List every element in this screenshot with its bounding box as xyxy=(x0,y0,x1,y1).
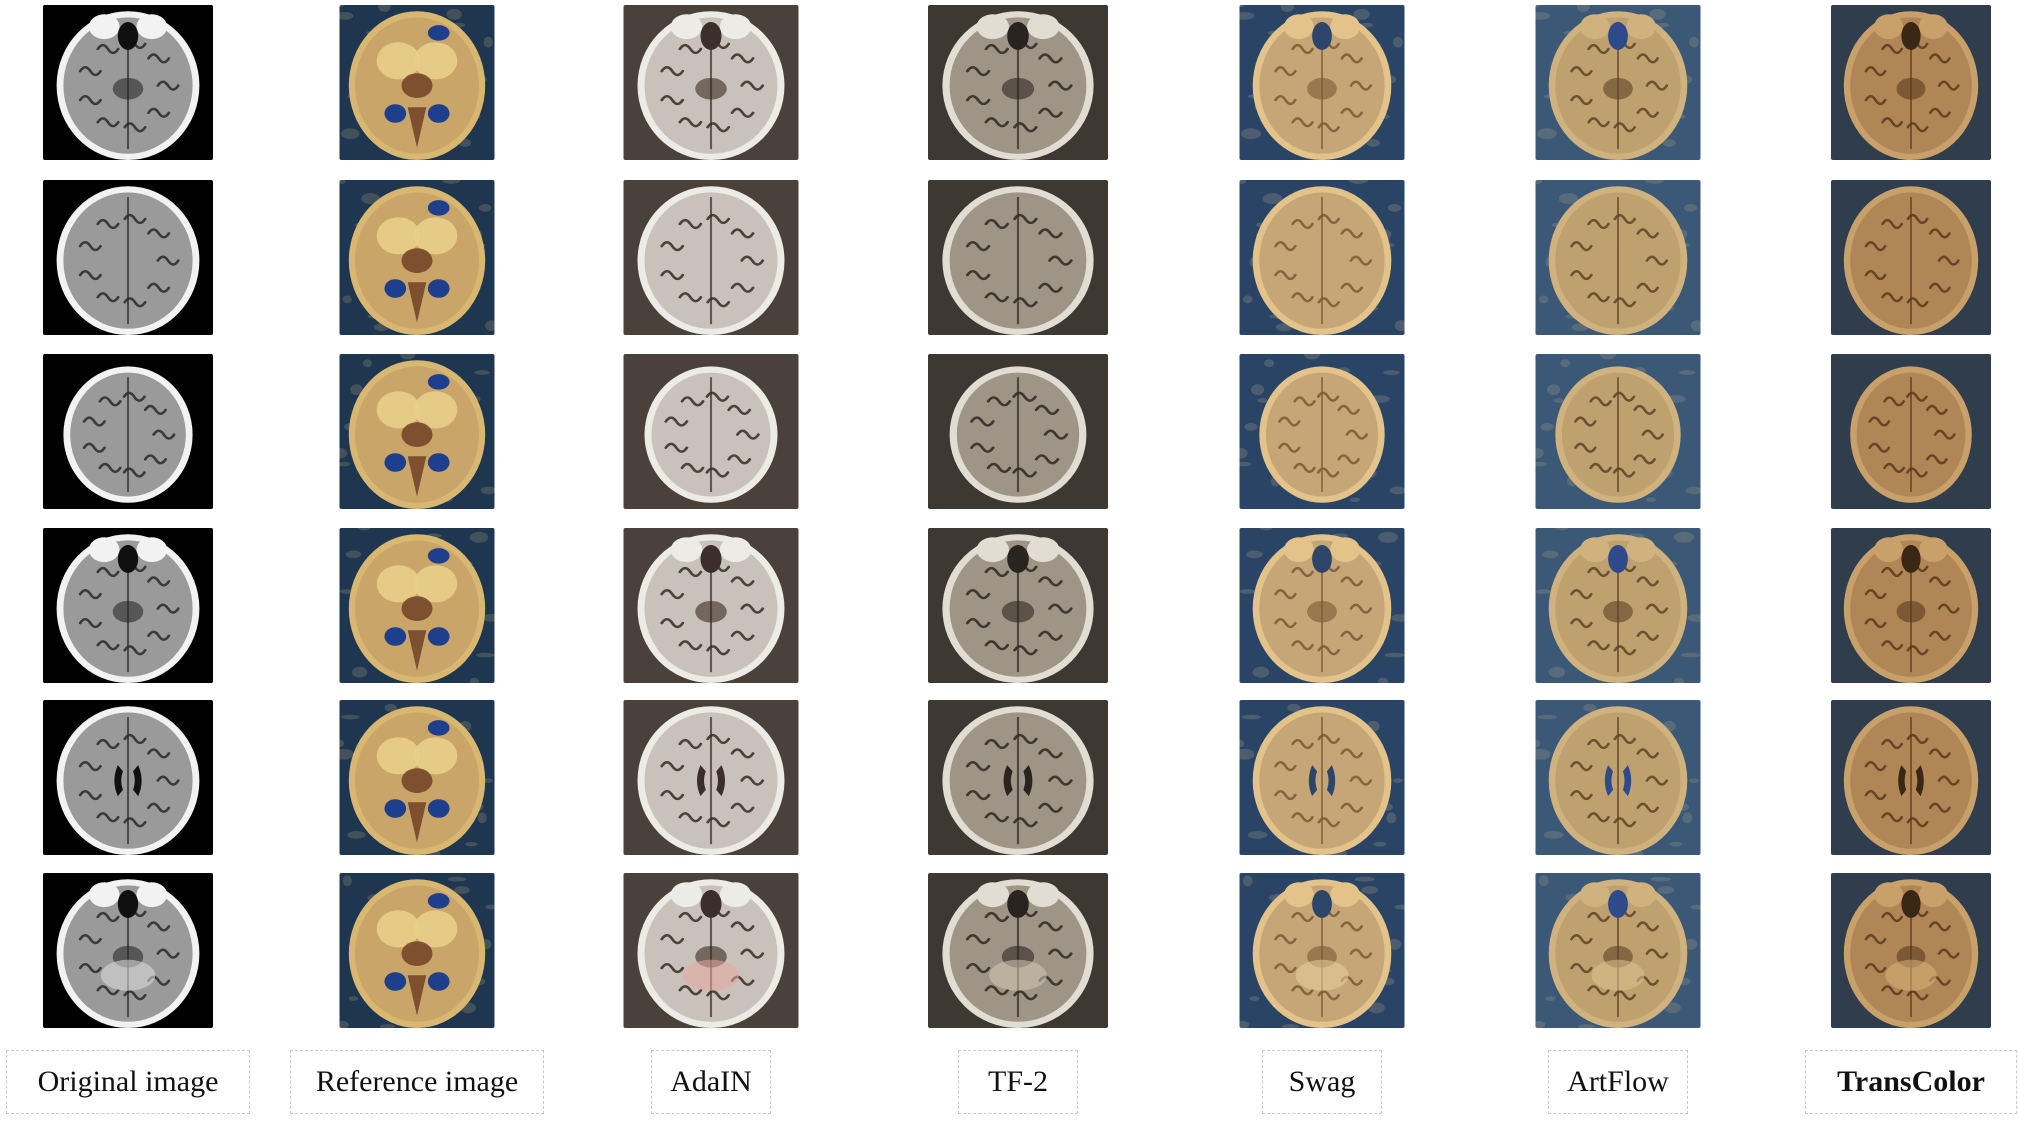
scan-artflow-3 xyxy=(1535,354,1701,509)
column-label-artflow: ArtFlow xyxy=(1548,1050,1688,1114)
scan-tf2-3 xyxy=(928,354,1108,509)
scan-reference-4 xyxy=(339,528,495,683)
scan-graphic xyxy=(928,5,1108,160)
scan-swag-4 xyxy=(1239,528,1405,683)
column-transcolor: TransColor xyxy=(1791,0,2019,1135)
scan-graphic xyxy=(1831,5,1991,160)
scan-graphic xyxy=(43,700,213,855)
scan-adain-4 xyxy=(623,528,799,683)
scan-transcolor-5 xyxy=(1831,700,1991,855)
scan-graphic xyxy=(928,180,1108,335)
column-label-adain: AdaIN xyxy=(651,1050,771,1114)
scan-original-5 xyxy=(43,700,213,855)
scan-tf2-5 xyxy=(928,700,1108,855)
column-adain: AdaIN xyxy=(591,0,831,1135)
scan-swag-3 xyxy=(1239,354,1405,509)
scan-graphic xyxy=(339,354,495,509)
scan-graphic xyxy=(1831,180,1991,335)
scan-graphic xyxy=(43,354,213,509)
scan-original-4 xyxy=(43,528,213,683)
scan-adain-6 xyxy=(623,873,799,1028)
scan-graphic xyxy=(43,873,213,1028)
scan-artflow-4 xyxy=(1535,528,1701,683)
scan-artflow-2 xyxy=(1535,180,1701,335)
scan-graphic xyxy=(339,873,495,1028)
column-tf2: TF-2 xyxy=(898,0,1138,1135)
scan-graphic xyxy=(928,700,1108,855)
scan-graphic xyxy=(1239,528,1405,683)
scan-original-2 xyxy=(43,180,213,335)
scan-graphic xyxy=(1831,354,1991,509)
scan-graphic xyxy=(1535,873,1701,1028)
scan-artflow-6 xyxy=(1535,873,1701,1028)
column-label-reference: Reference image xyxy=(290,1050,544,1114)
scan-graphic xyxy=(1535,180,1701,335)
scan-graphic xyxy=(928,873,1108,1028)
scan-graphic xyxy=(1535,354,1701,509)
scan-adain-1 xyxy=(623,5,799,160)
scan-graphic xyxy=(339,5,495,160)
scan-graphic xyxy=(623,354,799,509)
scan-graphic xyxy=(1535,700,1701,855)
scan-graphic xyxy=(43,180,213,335)
scan-transcolor-6 xyxy=(1831,873,1991,1028)
scan-graphic xyxy=(1239,180,1405,335)
scan-transcolor-1 xyxy=(1831,5,1991,160)
scan-graphic xyxy=(1831,528,1991,683)
scan-swag-2 xyxy=(1239,180,1405,335)
scan-reference-6 xyxy=(339,873,495,1028)
column-original: Original image xyxy=(6,0,250,1135)
scan-graphic xyxy=(43,528,213,683)
scan-graphic xyxy=(928,354,1108,509)
scan-tf2-6 xyxy=(928,873,1108,1028)
scan-graphic xyxy=(623,5,799,160)
scan-graphic xyxy=(1535,5,1701,160)
column-swag: Swag xyxy=(1202,0,1442,1135)
scan-graphic xyxy=(1239,354,1405,509)
scan-original-1 xyxy=(43,5,213,160)
scan-graphic xyxy=(339,528,495,683)
scan-transcolor-2 xyxy=(1831,180,1991,335)
scan-original-6 xyxy=(43,873,213,1028)
scan-swag-6 xyxy=(1239,873,1405,1028)
column-label-transcolor: TransColor xyxy=(1805,1050,2017,1114)
scan-swag-1 xyxy=(1239,5,1405,160)
scan-graphic xyxy=(339,180,495,335)
column-label-tf2: TF-2 xyxy=(958,1050,1078,1114)
scan-tf2-1 xyxy=(928,5,1108,160)
scan-artflow-5 xyxy=(1535,700,1701,855)
scan-graphic xyxy=(339,700,495,855)
scan-reference-5 xyxy=(339,700,495,855)
scan-transcolor-4 xyxy=(1831,528,1991,683)
scan-graphic xyxy=(1239,873,1405,1028)
scan-tf2-4 xyxy=(928,528,1108,683)
column-reference: Reference image xyxy=(290,0,544,1135)
scan-adain-3 xyxy=(623,354,799,509)
scan-graphic xyxy=(1239,5,1405,160)
scan-swag-5 xyxy=(1239,700,1405,855)
scan-reference-2 xyxy=(339,180,495,335)
scan-transcolor-3 xyxy=(1831,354,1991,509)
column-label-swag: Swag xyxy=(1262,1050,1382,1114)
scan-graphic xyxy=(1239,700,1405,855)
scan-reference-3 xyxy=(339,354,495,509)
scan-tf2-2 xyxy=(928,180,1108,335)
scan-graphic xyxy=(623,873,799,1028)
scan-adain-5 xyxy=(623,700,799,855)
scan-graphic xyxy=(623,528,799,683)
scan-original-3 xyxy=(43,354,213,509)
scan-reference-1 xyxy=(339,5,495,160)
scan-adain-2 xyxy=(623,180,799,335)
scan-graphic xyxy=(928,528,1108,683)
scan-graphic xyxy=(623,700,799,855)
scan-graphic xyxy=(1535,528,1701,683)
scan-graphic xyxy=(1831,873,1991,1028)
scan-graphic xyxy=(43,5,213,160)
scan-graphic xyxy=(1831,700,1991,855)
scan-artflow-1 xyxy=(1535,5,1701,160)
column-artflow: ArtFlow xyxy=(1498,0,1738,1135)
column-label-original: Original image xyxy=(6,1050,250,1114)
scan-graphic xyxy=(623,180,799,335)
